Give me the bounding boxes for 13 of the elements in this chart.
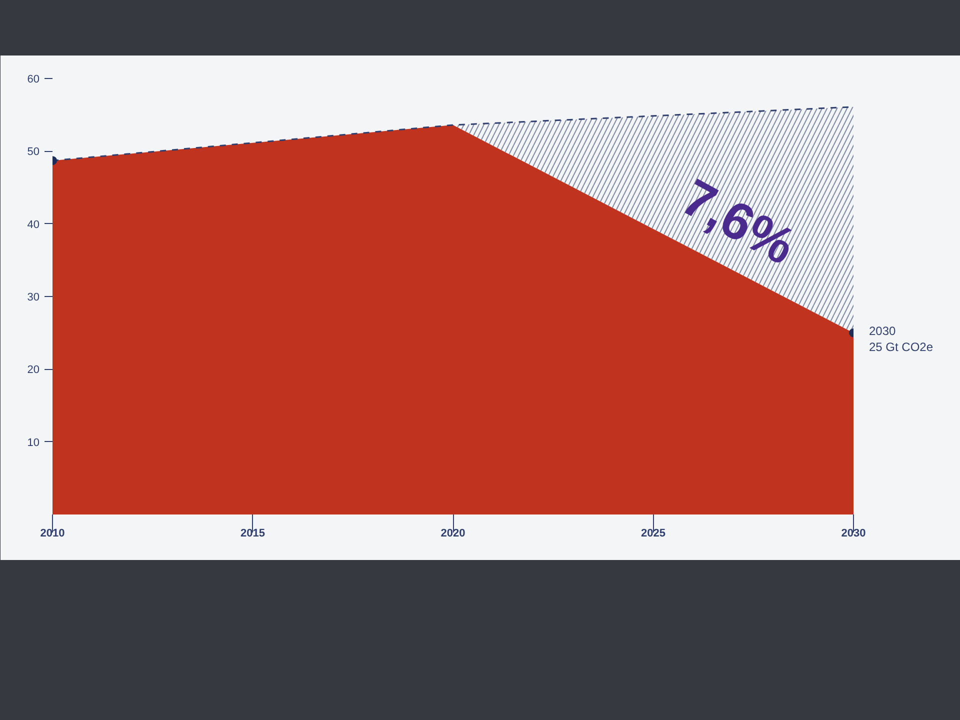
y-tick-label: 20 [27, 364, 40, 376]
x-tick-label: 2020 [440, 528, 466, 540]
x-tick-label: 2025 [641, 528, 666, 540]
y-tick-label: 30 [27, 292, 40, 304]
y-tick-label: 40 [27, 218, 40, 231]
x-tick-label: 2030 [841, 528, 866, 540]
y-tick-label: 10 [27, 436, 40, 449]
y-tick-label: 50 [27, 146, 40, 158]
y-tick-label: 60 [27, 74, 40, 86]
text: 2030 [869, 323, 896, 340]
text: 25 Gt CO2e [869, 339, 934, 356]
x-tick-label: 2015 [240, 528, 265, 540]
x-tick-label: 2010 [40, 528, 65, 540]
